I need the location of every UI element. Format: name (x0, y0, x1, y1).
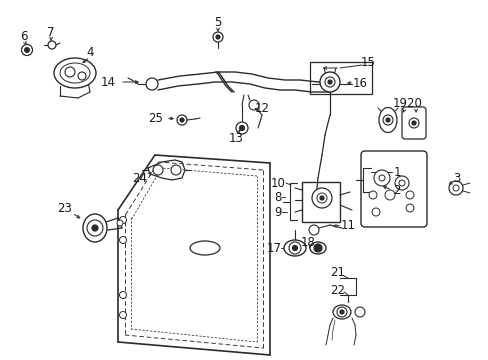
Circle shape (311, 188, 331, 208)
Text: 18: 18 (300, 235, 315, 248)
Circle shape (448, 181, 462, 195)
Circle shape (239, 126, 244, 131)
Circle shape (325, 77, 334, 87)
Circle shape (319, 72, 339, 92)
Circle shape (378, 175, 384, 181)
Text: 22: 22 (330, 284, 345, 297)
Circle shape (408, 118, 418, 128)
Circle shape (336, 307, 346, 317)
Circle shape (248, 100, 259, 110)
Text: 21: 21 (330, 266, 345, 279)
Circle shape (180, 118, 183, 122)
Circle shape (405, 204, 413, 212)
Circle shape (382, 115, 392, 125)
Circle shape (339, 310, 343, 314)
FancyBboxPatch shape (401, 107, 425, 139)
Circle shape (119, 292, 126, 298)
Circle shape (119, 216, 126, 224)
Bar (309, 62, 371, 94)
Circle shape (373, 170, 389, 186)
Circle shape (411, 121, 415, 125)
Text: 13: 13 (228, 131, 243, 144)
Ellipse shape (284, 240, 305, 256)
Text: 12: 12 (254, 102, 269, 114)
Circle shape (48, 41, 56, 49)
Circle shape (394, 176, 408, 190)
Ellipse shape (83, 214, 107, 242)
Circle shape (177, 115, 186, 125)
Text: 7: 7 (47, 26, 55, 39)
Circle shape (313, 244, 321, 252)
Text: 11: 11 (340, 219, 355, 231)
Text: 2: 2 (392, 184, 400, 197)
Circle shape (119, 237, 126, 243)
Circle shape (21, 45, 32, 55)
Text: 5: 5 (214, 15, 221, 28)
Text: 6: 6 (20, 30, 28, 42)
Circle shape (319, 196, 324, 200)
Text: 23: 23 (58, 202, 72, 215)
Text: 16: 16 (352, 77, 367, 90)
Circle shape (405, 191, 413, 199)
Circle shape (216, 35, 220, 39)
Text: 25: 25 (148, 112, 163, 125)
Circle shape (308, 225, 318, 235)
Ellipse shape (332, 305, 350, 319)
Text: 15: 15 (360, 55, 375, 68)
Circle shape (153, 165, 163, 175)
Text: 8: 8 (274, 190, 281, 203)
Circle shape (78, 72, 86, 80)
Circle shape (452, 185, 458, 191)
FancyBboxPatch shape (360, 151, 426, 227)
Circle shape (65, 67, 75, 77)
Text: 1920: 1920 (392, 96, 422, 109)
Circle shape (368, 191, 376, 199)
Circle shape (24, 48, 29, 53)
Bar (302, 182, 339, 222)
Circle shape (236, 122, 247, 134)
Circle shape (213, 32, 223, 42)
Circle shape (146, 78, 158, 90)
Text: 1: 1 (392, 166, 400, 179)
Text: 4: 4 (86, 45, 94, 59)
Circle shape (398, 180, 404, 186)
Circle shape (171, 165, 181, 175)
Circle shape (354, 307, 364, 317)
Ellipse shape (54, 58, 96, 88)
Text: 10: 10 (270, 176, 285, 189)
Circle shape (371, 208, 379, 216)
Circle shape (119, 311, 126, 319)
Circle shape (292, 246, 297, 251)
Circle shape (117, 220, 123, 226)
Ellipse shape (190, 241, 220, 255)
Ellipse shape (60, 63, 90, 83)
Circle shape (92, 225, 98, 231)
Text: 3: 3 (452, 171, 460, 185)
Text: 9: 9 (274, 206, 281, 219)
Ellipse shape (378, 108, 396, 132)
Circle shape (384, 190, 394, 200)
Circle shape (87, 220, 103, 236)
Circle shape (327, 80, 331, 84)
Text: 17: 17 (266, 242, 281, 255)
Circle shape (288, 242, 301, 254)
Circle shape (316, 193, 326, 203)
Text: 14: 14 (101, 76, 115, 89)
Ellipse shape (309, 242, 325, 254)
Text: 24: 24 (132, 171, 147, 185)
Circle shape (385, 118, 389, 122)
